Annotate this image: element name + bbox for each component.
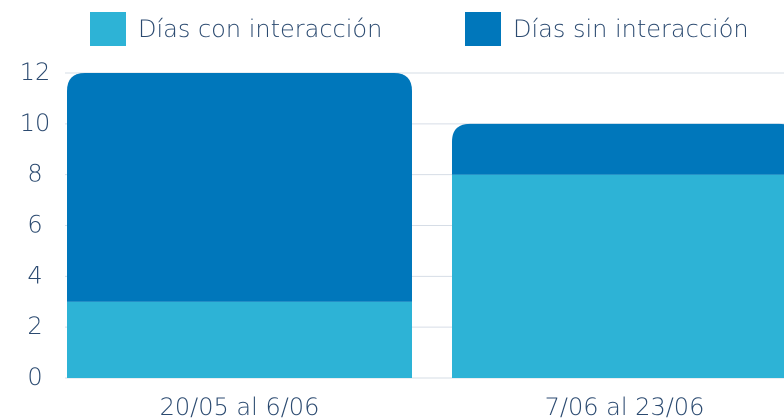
y-tick-label: 6 bbox=[27, 211, 42, 239]
bar-segment bbox=[452, 123, 784, 175]
y-tick-label: 8 bbox=[27, 160, 42, 188]
bar-segment bbox=[67, 301, 412, 378]
y-tick-label: 12 bbox=[20, 58, 51, 86]
bar-segment bbox=[67, 73, 412, 302]
y-tick-label: 2 bbox=[27, 312, 42, 340]
legend-label: Días sin interacción bbox=[513, 15, 749, 43]
bar-segment bbox=[452, 174, 784, 378]
legend-swatch bbox=[465, 12, 501, 46]
legend-swatch bbox=[90, 12, 126, 46]
legend-label: Días con interacción bbox=[138, 15, 382, 43]
y-tick-label: 0 bbox=[27, 363, 42, 391]
y-tick-label: 4 bbox=[27, 261, 42, 289]
y-tick-label: 10 bbox=[20, 109, 51, 137]
x-tick-label: 20/05 al 6/06 bbox=[160, 393, 320, 420]
x-tick-label: 7/06 al 23/06 bbox=[545, 393, 705, 420]
